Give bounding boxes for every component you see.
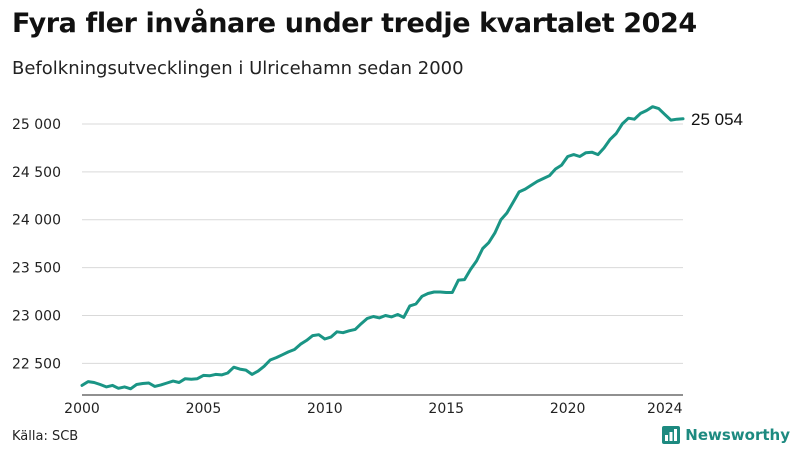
- chart-title: Fyra fler invånare under tredje kvartale…: [12, 8, 697, 39]
- y-axis-tick-labels: 22 500 23 000 23 500 24 000 24 500 25 000: [12, 117, 61, 372]
- y-tick-label: 23 500: [12, 261, 61, 277]
- x-tick-label: 2020: [550, 401, 586, 417]
- bar-chart-icon: [662, 426, 681, 444]
- x-tick-label: 2005: [186, 401, 222, 417]
- y-tick-label: 24 000: [12, 213, 61, 229]
- y-tick-label: 25 000: [12, 117, 61, 133]
- brand-logo: Newsworthy: [662, 426, 790, 444]
- series-group: [80, 105, 685, 391]
- brand-name: Newsworthy: [685, 426, 790, 444]
- y-tick-label: 23 000: [12, 309, 61, 325]
- source-note: Källa: SCB: [12, 429, 79, 444]
- x-tick-label: 2024: [647, 401, 683, 417]
- x-tick-label: 2000: [64, 401, 100, 417]
- y-tick-label: 24 500: [12, 165, 61, 181]
- y-tick-label: 22 500: [12, 356, 61, 372]
- series-line: [80, 105, 685, 391]
- x-axis-tick-labels: 2000 2005 2010 2015 2020 2024: [64, 401, 683, 417]
- gridlines: [82, 123, 683, 364]
- x-tick-label: 2015: [428, 401, 464, 417]
- x-tick-label: 2010: [307, 401, 343, 417]
- chart-subtitle: Befolkningsutvecklingen i Ulricehamn sed…: [12, 58, 464, 79]
- end-value-label: 25 054: [691, 110, 743, 129]
